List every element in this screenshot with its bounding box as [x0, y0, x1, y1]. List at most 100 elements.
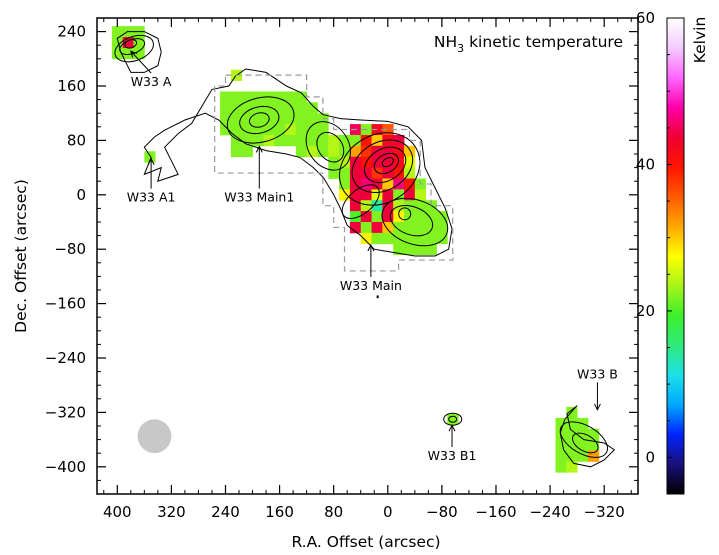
map-pixel: [371, 167, 383, 179]
contour-b1-1: [443, 412, 463, 426]
colorbar-tick-label: 60: [636, 9, 655, 27]
survey-footprint: [214, 74, 454, 272]
contour-w33a-3: [124, 39, 138, 49]
axis-ticks: 400 320 240 160 80 0 −80 −160 −240 −320 240 160 80 0 −…: [45, 17, 638, 521]
map-pixel: [339, 145, 351, 158]
region-label: W33 B1: [428, 448, 477, 463]
contour-main1-3: [248, 112, 270, 128]
map-pixel: [133, 47, 145, 60]
map-pixel: [425, 232, 437, 245]
map-pixel: [404, 222, 416, 234]
map-pixel: [295, 134, 308, 147]
map-pixel: [566, 417, 578, 430]
contour-b-1: [559, 421, 608, 458]
map-pixel: [274, 91, 286, 103]
y-tick-label: 0: [76, 186, 86, 204]
map-pixel: [252, 124, 264, 136]
map-pixel: [339, 156, 351, 168]
map-pixel: [111, 47, 124, 60]
x-tick-label: −240: [529, 503, 570, 521]
map-pixel: [360, 222, 372, 234]
map-pixel: [425, 211, 437, 223]
map-pixel: [404, 189, 416, 201]
contour-b1-2: [448, 415, 458, 423]
region-annotations: W33 A W33 A1 W33 Main1 W33 Main W33 B1 W33 B: [127, 50, 618, 463]
map-pixel: [306, 124, 318, 136]
contour-main1-2: [239, 105, 280, 135]
map-pixel: [230, 113, 243, 125]
colorbar-tick-label: 0: [645, 448, 655, 466]
y-tick-label: −80: [54, 240, 86, 258]
region-arrow-head: [367, 243, 375, 252]
map-pixel: [284, 102, 297, 114]
map-pixel: [306, 145, 318, 158]
map-pixel: [360, 167, 372, 179]
map-pixel: [360, 134, 372, 147]
map-pixel: [404, 145, 416, 158]
colorbar-label: Kelvin: [691, 17, 709, 64]
map-pixel: [360, 189, 372, 201]
map-pixel: [284, 113, 297, 125]
map-pixel: [111, 37, 124, 49]
map-pixel: [241, 145, 253, 158]
y-axis-label: Dec. Offset (arcsec): [12, 179, 30, 333]
contour-main-3: [363, 146, 407, 184]
map-pixel: [414, 232, 427, 245]
map-pixel: [555, 450, 567, 462]
map-pixel: [274, 134, 286, 147]
map-pixel: [577, 439, 589, 451]
ammonia-contours: [114, 31, 616, 468]
y-tick-label: −160: [45, 295, 86, 313]
map-pixel: [339, 134, 351, 147]
map-pixel: [241, 113, 253, 125]
map-pixel: [317, 124, 329, 136]
plot-border: [96, 17, 639, 495]
contour-mid-1: [341, 184, 380, 219]
map-pixel: [295, 124, 308, 136]
map-pixel: [382, 222, 394, 234]
region-arrow-line: [130, 50, 152, 74]
map-pixel: [404, 232, 416, 245]
map-pixel: [220, 91, 232, 103]
colorbar: [666, 17, 685, 495]
map-pixel: [555, 439, 567, 451]
x-tick-label: −160: [475, 503, 516, 521]
map-pixel: [414, 189, 427, 201]
map-pixel: [436, 211, 448, 223]
map-pixel: [252, 102, 264, 114]
map-pixel: [404, 178, 416, 190]
chart-title-main: NH: [434, 33, 457, 51]
map-pixel: [371, 156, 383, 168]
region-arrow-head: [593, 403, 601, 411]
map-pixel: [382, 178, 394, 190]
map-pixel: [284, 91, 297, 103]
map-pixel: [577, 450, 589, 462]
map-pixel: [371, 178, 383, 190]
region-annotation: W33 B: [577, 366, 618, 411]
map-pixel: [566, 439, 578, 451]
map-pixel: [371, 222, 383, 234]
map-pixel: [339, 167, 351, 179]
map-pixel: [220, 124, 232, 136]
map-pixel: [393, 145, 405, 158]
contour-main1-1: [226, 96, 295, 144]
chart-title-subscript: 3: [457, 42, 464, 55]
map-pixel: [284, 134, 297, 147]
map-pixel: [328, 167, 340, 179]
y-tick-label: 160: [57, 77, 86, 95]
contour-se-3: [398, 207, 412, 221]
map-pixel: [241, 102, 253, 114]
x-tick-label: 400: [103, 503, 132, 521]
region-annotation: W33 A: [130, 50, 172, 89]
map-pixel: [349, 200, 362, 212]
contour-main-5: [381, 157, 394, 168]
map-pixel: [371, 134, 383, 147]
x-tick-label: 240: [211, 503, 240, 521]
map-pixel: [144, 151, 156, 163]
map-pixel: [371, 200, 383, 212]
map-pixel: [241, 134, 253, 147]
map-pixel: [360, 200, 372, 212]
contour-se-1: [381, 197, 449, 247]
map-pixel: [274, 113, 286, 125]
